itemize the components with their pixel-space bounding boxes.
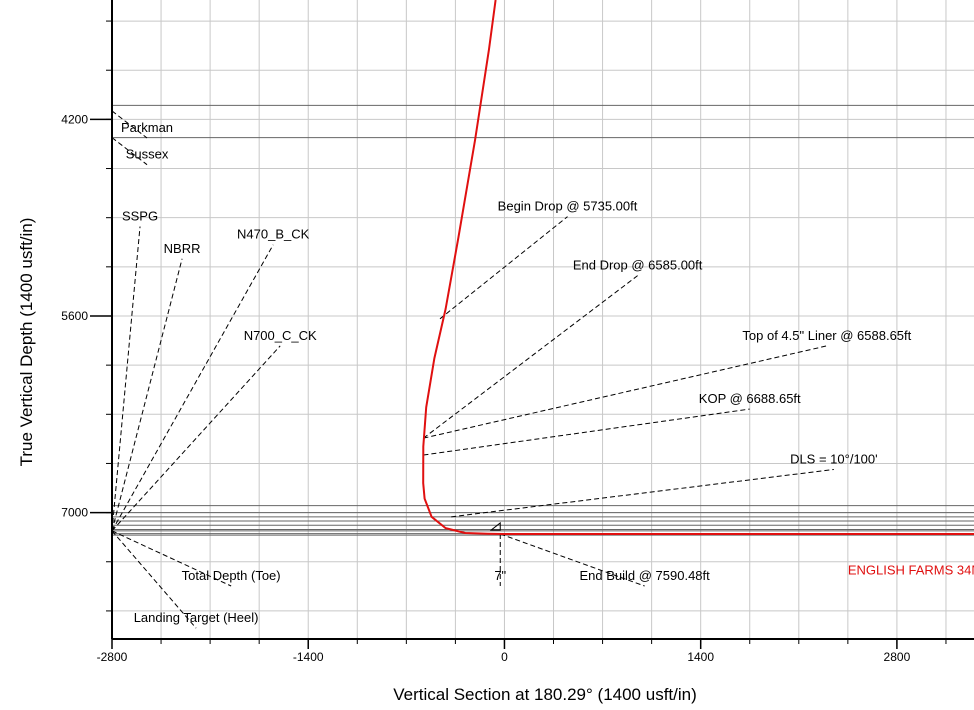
annotation-label: Begin Drop @ 5735.00ft — [498, 199, 638, 214]
annotation-label: Sussex — [126, 147, 169, 162]
x-tick-label: 1400 — [687, 650, 714, 664]
y-tick-label: 5600 — [61, 309, 88, 323]
y-axis-title: True Vertical Depth (1400 usft/in) — [17, 218, 36, 467]
grid — [112, 0, 974, 639]
well-name-label: ENGLISH FARMS 34N-9HZ — [848, 562, 974, 577]
formation-lines — [112, 105, 974, 535]
x-tick-label: 2800 — [884, 650, 911, 664]
annotation-label: SSPG — [122, 208, 158, 223]
annotation-label: KOP @ 6688.65ft — [699, 391, 801, 406]
x-tick-label: -2800 — [97, 650, 128, 664]
annotation-label: DLS = 10°/100' — [790, 451, 878, 466]
annotation-leader — [112, 226, 140, 530]
x-tick-label: 0 — [501, 650, 508, 664]
annotation-label: Top of 4.5" Liner @ 6588.65ft — [742, 328, 911, 343]
annotation-leader — [112, 346, 280, 531]
annotation-label: N470_B_CK — [237, 227, 310, 242]
annotation-leader — [112, 245, 273, 531]
y-tick-label: 7000 — [61, 506, 88, 520]
casing-marker — [491, 523, 500, 530]
annotation-leader — [500, 534, 644, 586]
annotation-label: End Drop @ 6585.00ft — [573, 258, 703, 273]
annotation-leader — [112, 259, 182, 531]
annotation-leader — [451, 469, 834, 516]
annotation-label: End Build @ 7590.48ft — [579, 568, 710, 583]
y-tick-label: 4200 — [61, 112, 88, 126]
annotations: Parkman Sussex SSPG NBRR N470_B_CK N700_C_CK T… — [112, 111, 912, 628]
annotation-label: N700_C_CK — [244, 328, 317, 343]
x-axis-title: Vertical Section at 180.29° (1400 usft/i… — [393, 685, 697, 704]
annotation-label: Parkman — [121, 120, 173, 135]
annotation-label: NBRR — [164, 241, 201, 256]
annotation-label: Landing Target (Heel) — [134, 610, 259, 625]
annotation-label: Total Depth (Toe) — [182, 568, 281, 583]
x-tick-label: -1400 — [293, 650, 324, 664]
